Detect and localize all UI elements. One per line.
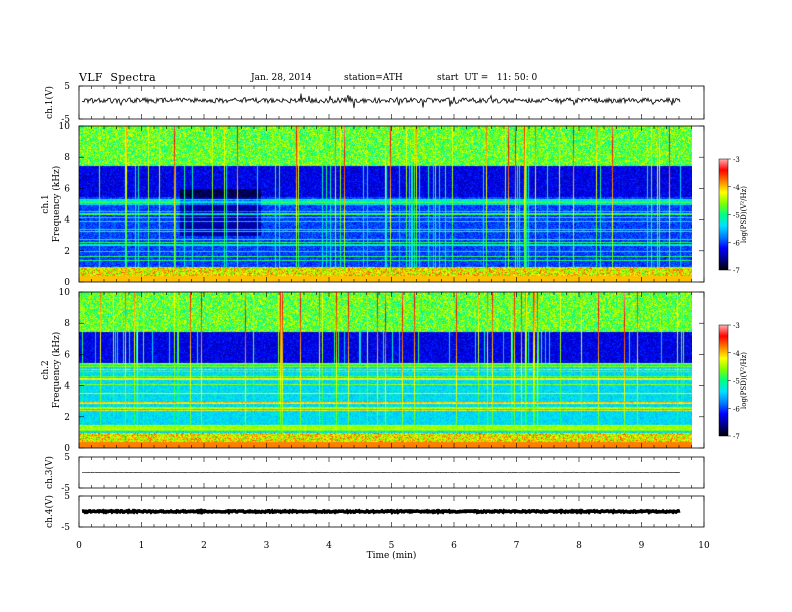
y-tick-label: 8 (64, 319, 70, 329)
y-axis-label: ch.4(V) (44, 495, 55, 528)
ch1-waveform-line (81, 93, 681, 109)
start-time-label: start UT = 11: 50: 0 (437, 73, 538, 83)
y-tick-label: 5 (64, 492, 70, 502)
y-tick-label: 0 (64, 278, 70, 288)
x-tick-label: 10 (698, 541, 710, 551)
y-tick-label: 5 (64, 453, 70, 463)
colorbar-tick-label: -5 (733, 378, 740, 386)
colorbar-label: log(PSD)(V²/Hz) (740, 186, 748, 243)
x-tick-label: 5 (389, 541, 395, 551)
colorbar-tick-label: -6 (733, 405, 740, 413)
ch3-waveform-line (81, 471, 681, 474)
x-tick-label: 0 (76, 541, 82, 551)
colorbar (718, 324, 729, 437)
x-tick-label: 9 (639, 541, 645, 551)
figure-title: VLF Spectra (79, 71, 156, 84)
x-tick-label: 3 (264, 541, 270, 551)
y-tick-label: 10 (59, 288, 71, 298)
y-tick-label: 2 (64, 413, 70, 423)
y-axis-label: Frequency (kHz) (51, 166, 62, 243)
x-tick-label: 6 (451, 541, 457, 551)
y-tick-label: 10 (59, 122, 71, 132)
colorbar-tick-label: -3 (733, 322, 740, 330)
colorbar-tick-label: -4 (733, 350, 740, 358)
colorbar-tick-label: -5 (733, 212, 740, 220)
channel-label: ch.2 (41, 360, 51, 379)
colorbar-tick-label: -3 (733, 156, 740, 164)
y-tick-label: -5 (61, 523, 70, 533)
x-tick-label: 2 (201, 541, 207, 551)
y-tick-label: 8 (64, 153, 70, 163)
colorbar-label: log(PSD)(V²/Hz) (740, 352, 748, 409)
y-axis-label: ch.3(V) (44, 456, 55, 489)
colorbar (718, 158, 729, 271)
y-tick-label: 6 (64, 184, 70, 194)
x-tick-label: 4 (326, 541, 332, 551)
ch2-spectrogram-image (79, 292, 692, 448)
x-axis-label: Time (min) (367, 550, 417, 561)
colorbar-tick-label: -6 (733, 239, 740, 247)
date-label: Jan. 28, 2014 (251, 73, 312, 83)
y-tick-label: 0 (64, 444, 70, 454)
ch4-waveform-line (81, 507, 681, 515)
y-tick-label: 4 (64, 216, 70, 226)
ch1-spectrogram-image (79, 126, 692, 282)
x-tick-label: 8 (576, 541, 582, 551)
colorbar-tick-label: -4 (733, 184, 740, 192)
y-tick-label: 6 (64, 350, 70, 360)
x-tick-label: 1 (139, 541, 145, 551)
y-axis-label: ch.1(V) (44, 86, 55, 119)
channel-label: ch.1 (41, 194, 51, 213)
y-tick-label: 4 (64, 382, 70, 392)
y-tick-label: 5 (64, 82, 70, 92)
y-axis-label: Frequency (kHz) (51, 332, 62, 409)
x-tick-label: 7 (514, 541, 520, 551)
station-label: station=ATH (344, 73, 403, 83)
y-tick-label: -5 (61, 115, 70, 125)
colorbar-tick-label: -7 (733, 267, 740, 275)
colorbar-tick-label: -7 (733, 433, 740, 441)
y-tick-label: 2 (64, 247, 70, 257)
y-tick-label: -5 (61, 484, 70, 494)
